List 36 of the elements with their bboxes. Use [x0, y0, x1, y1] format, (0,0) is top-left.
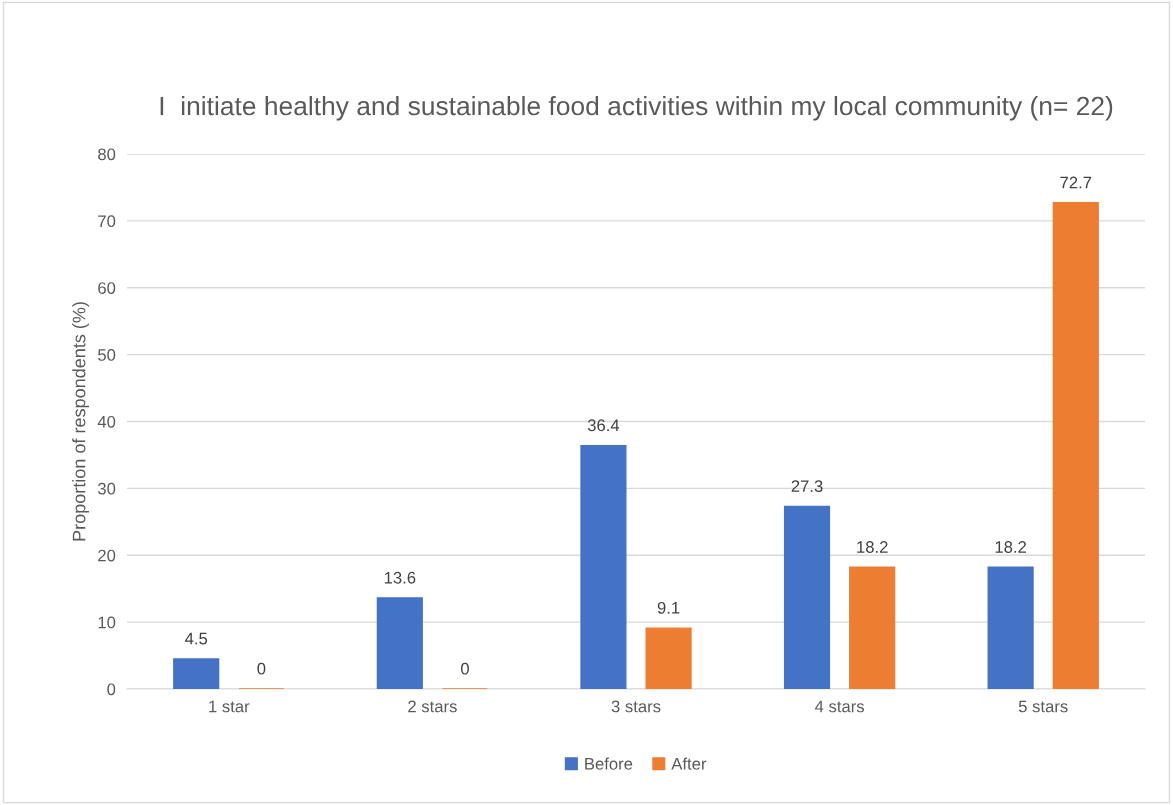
y-tick-label: 10 [98, 616, 116, 629]
data-label: 18.2 [857, 541, 888, 553]
legend-label: After [671, 757, 707, 770]
x-tick-label: 3 stars [611, 700, 661, 713]
legend-label: Before [585, 757, 633, 770]
bar [1052, 202, 1099, 689]
y-tick-label: 70 [98, 215, 116, 228]
y-tick-label: 60 [98, 282, 116, 294]
x-tick-label: 5 stars [1018, 700, 1068, 713]
bar [783, 505, 831, 689]
chart-title: I initiate healthy and sustainable food activities within my local community (n= 22) [160, 95, 1113, 121]
data-label: 72.7 [1060, 176, 1092, 189]
y-tick-label: 50 [98, 349, 116, 361]
data-label: 18.2 [995, 541, 1027, 553]
data-label: 27.3 [791, 480, 823, 493]
data-label: 0 [257, 662, 266, 675]
y-axis-title: Proportion of respondents (%) [72, 302, 90, 541]
x-tick-label: 4 stars [814, 700, 865, 713]
bar [173, 658, 220, 689]
data-label: 36.4 [587, 419, 620, 432]
x-tick-label: 1 star [209, 700, 250, 713]
x-tick-label: 2 stars [408, 700, 457, 713]
bar [645, 627, 692, 689]
data-label: 13.6 [384, 571, 416, 584]
data-label: 4.5 [185, 632, 208, 645]
y-tick-label: 80 [98, 148, 116, 161]
bar [849, 566, 896, 689]
y-tick-label: 20 [98, 549, 116, 562]
y-tick-label: 30 [97, 482, 116, 495]
bar [987, 566, 1034, 689]
y-tick-label: 40 [97, 415, 116, 428]
data-label: 9.1 [657, 601, 680, 614]
bar [376, 597, 423, 689]
data-label: 0 [460, 662, 469, 675]
y-tick-label: 0 [107, 683, 116, 696]
bar [580, 444, 627, 689]
